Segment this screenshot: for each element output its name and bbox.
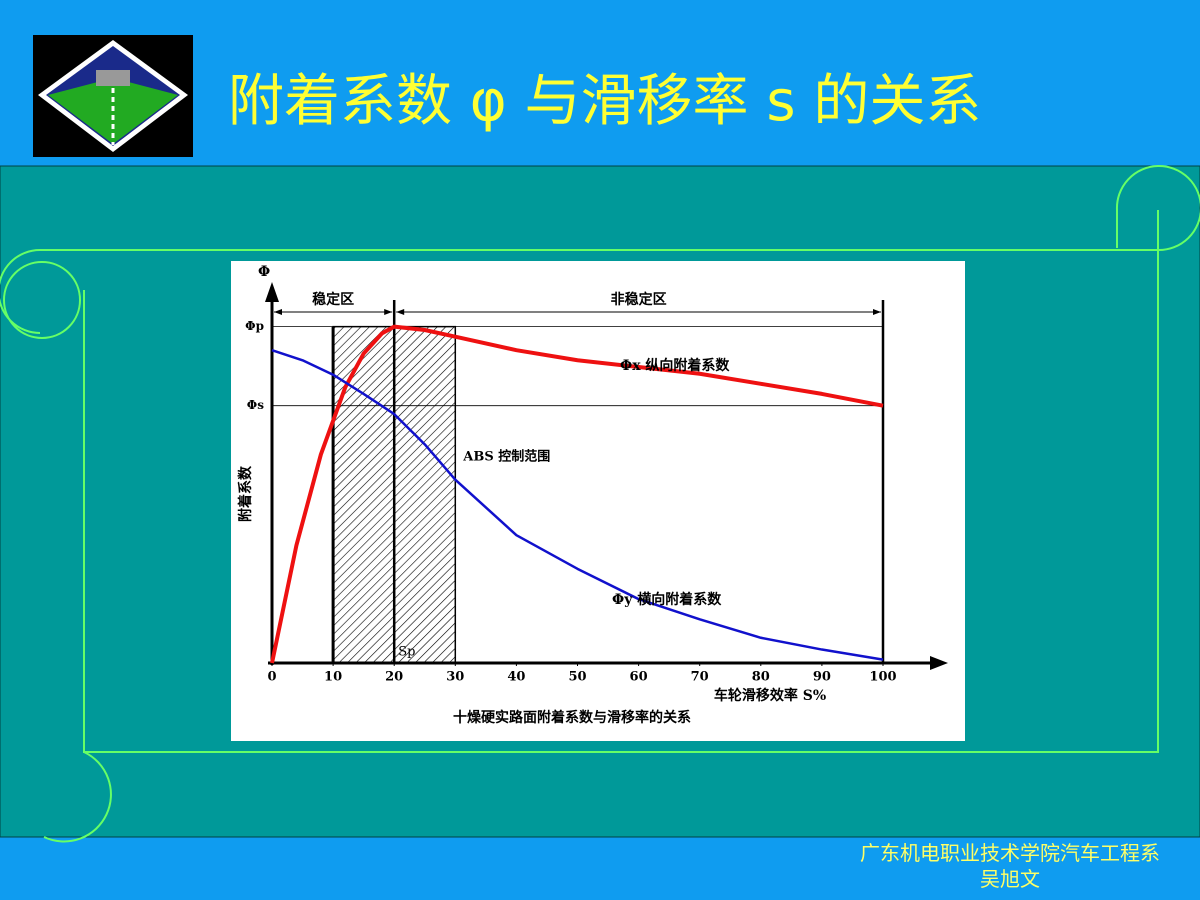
x-tick-label: 60 bbox=[630, 670, 648, 685]
x-arrow bbox=[930, 656, 948, 670]
series-label: Φx 纵向附着系数 bbox=[620, 357, 730, 374]
arrow-head bbox=[384, 309, 393, 315]
x-tick-label: 90 bbox=[813, 670, 831, 685]
scroll-curl bbox=[3, 261, 81, 339]
x-tick-label: 0 bbox=[267, 670, 276, 685]
x-axis-label: 车轮滑移效率 S% bbox=[714, 687, 826, 704]
logo bbox=[33, 35, 193, 157]
x-tick-label: 80 bbox=[752, 670, 770, 685]
region-label: 稳定区 bbox=[312, 291, 354, 308]
caption: 十燥硬实路面附着系数与滑移率的关系 bbox=[453, 709, 691, 726]
y-arrow bbox=[265, 282, 279, 302]
x-tick-label: 20 bbox=[385, 670, 403, 685]
chart: Φ 十燥硬实路面附着系数与滑移率的关系 车轮滑移效率 S% 附着系数 ABS 控… bbox=[237, 264, 948, 726]
region-label: 非稳定区 bbox=[611, 291, 667, 308]
line bbox=[270, 324, 884, 664]
x-tick-label: 70 bbox=[691, 670, 709, 685]
slide-title: 附着系数 φ 与滑移率 s 的关系 bbox=[228, 69, 981, 134]
x-tick-label: 30 bbox=[446, 670, 464, 685]
y-tick-label: Φp bbox=[245, 319, 264, 333]
arrow-head bbox=[274, 309, 282, 315]
line bbox=[271, 348, 884, 661]
x-tick-label: 10 bbox=[324, 670, 342, 685]
series-label: Φy 横向附着系数 bbox=[612, 591, 722, 608]
footer: 吴旭文 bbox=[980, 867, 1040, 891]
sp-label: Sp bbox=[398, 645, 415, 660]
y-symbol: Φ bbox=[258, 264, 270, 280]
y-axis-label: 附着系数 bbox=[237, 465, 254, 522]
x-tick-label: 40 bbox=[507, 670, 525, 685]
arrow-head bbox=[873, 309, 881, 315]
abs-label: ABS 控制范围 bbox=[462, 449, 550, 465]
arrow-head bbox=[396, 309, 405, 315]
footer: 广东机电职业技术学院汽车工程系 bbox=[860, 841, 1160, 865]
y-tick-label: Φs bbox=[247, 398, 264, 412]
scroll-curl bbox=[1115, 165, 1200, 252]
x-tick-label: 100 bbox=[869, 670, 896, 685]
x-tick-label: 50 bbox=[568, 670, 586, 685]
